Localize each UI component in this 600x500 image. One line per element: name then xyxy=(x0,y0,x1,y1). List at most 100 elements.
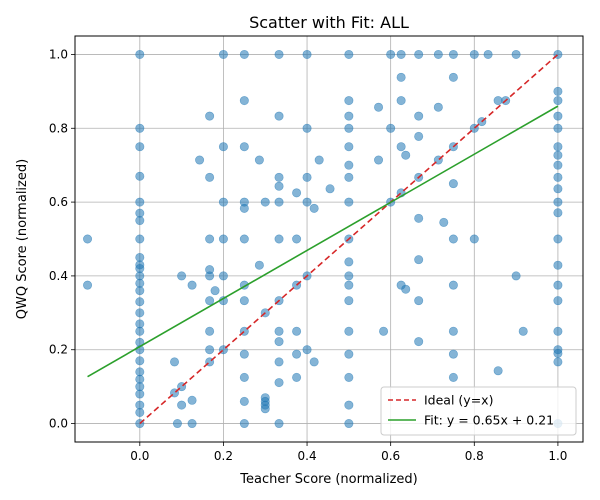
scatter-point xyxy=(302,197,312,207)
scatter-point xyxy=(379,326,389,336)
scatter-point xyxy=(553,260,563,270)
scatter-point xyxy=(205,111,215,121)
scatter-point xyxy=(135,142,145,152)
scatter-point xyxy=(274,181,284,191)
scatter-point xyxy=(135,123,145,133)
scatter-point xyxy=(218,142,228,152)
scatter-point xyxy=(135,297,145,307)
scatter-point xyxy=(344,349,354,359)
scatter-point xyxy=(218,234,228,244)
scatter-point xyxy=(292,326,302,336)
scatter-point xyxy=(239,396,249,406)
x-tick-label: 0.8 xyxy=(465,449,484,463)
scatter-point xyxy=(205,326,215,336)
scatter-point xyxy=(218,197,228,207)
scatter-point xyxy=(344,172,354,182)
scatter-point xyxy=(302,345,312,355)
scatter-point xyxy=(302,172,312,182)
y-tick-label: 1.0 xyxy=(49,47,68,61)
scatter-point xyxy=(553,150,563,160)
scatter-point xyxy=(374,155,384,165)
scatter-point xyxy=(309,357,319,367)
scatter-point xyxy=(274,234,284,244)
legend: Ideal (y=x) Fit: y = 0.65x + 0.21 xyxy=(380,386,577,436)
y-axis-title: QWQ Score (normalized) xyxy=(15,159,30,319)
scatter-point xyxy=(344,142,354,152)
scatter-point xyxy=(239,96,249,106)
scatter-point xyxy=(135,208,145,218)
scatter-point xyxy=(344,419,354,429)
scatter-point xyxy=(344,49,354,59)
scatter-point xyxy=(448,179,458,189)
scatter-point xyxy=(187,395,197,405)
scatter-point xyxy=(83,280,93,290)
scatter-point xyxy=(344,326,354,336)
scatter-point xyxy=(344,372,354,382)
y-tick-label: 0.2 xyxy=(49,343,68,357)
scatter-point xyxy=(448,49,458,59)
scatter-point xyxy=(553,357,563,367)
scatter-point xyxy=(83,234,93,244)
scatter-point xyxy=(344,123,354,133)
x-tick-label: 0.4 xyxy=(298,449,317,463)
scatter-point xyxy=(302,49,312,59)
fit-line xyxy=(87,105,559,378)
ideal-line xyxy=(139,53,559,425)
scatter-point xyxy=(239,372,249,382)
scatter-point xyxy=(553,86,563,96)
scatter-point xyxy=(239,419,249,429)
scatter-point xyxy=(396,142,406,152)
scatter-point xyxy=(448,234,458,244)
scatter-point xyxy=(414,131,424,141)
scatter-point xyxy=(274,419,284,429)
scatter-point xyxy=(374,102,384,112)
scatter-point xyxy=(553,296,563,306)
reference-lines xyxy=(87,53,559,425)
scatter-point xyxy=(170,357,180,367)
scatter-point xyxy=(205,234,215,244)
scatter-point xyxy=(135,367,145,377)
scatter-point xyxy=(493,366,503,376)
scatter-point xyxy=(187,419,197,429)
scatter-point xyxy=(254,260,264,270)
scatter-point xyxy=(274,326,284,336)
scatter-point xyxy=(344,280,354,290)
scatter-point xyxy=(401,284,411,294)
scatter-point xyxy=(344,271,354,281)
scatter-point xyxy=(433,49,443,59)
scatter-point xyxy=(187,280,197,290)
scatter-point xyxy=(386,49,396,59)
scatter-point xyxy=(553,234,563,244)
scatter-point xyxy=(274,111,284,121)
scatter-point xyxy=(205,172,215,182)
scatter-point xyxy=(553,197,563,207)
scatter-point xyxy=(493,96,503,106)
scatter-point xyxy=(135,171,145,181)
scatter-point xyxy=(511,49,521,59)
scatter-point xyxy=(448,280,458,290)
y-tick-label: 0.8 xyxy=(49,121,68,135)
scatter-point xyxy=(135,234,145,244)
scatter-point xyxy=(239,296,249,306)
scatter-point xyxy=(274,197,284,207)
scatter-point xyxy=(433,102,443,112)
scatter-point xyxy=(325,184,335,194)
scatter-point xyxy=(239,142,249,152)
scatter-point xyxy=(274,337,284,347)
scatter-point xyxy=(518,326,528,336)
scatter-point xyxy=(553,326,563,336)
legend-fit-label: Fit: y = 0.65x + 0.21 xyxy=(424,413,554,428)
scatter-point xyxy=(274,172,284,182)
scatter-point xyxy=(218,49,228,59)
scatter-point xyxy=(344,160,354,170)
legend-box xyxy=(380,386,577,436)
scatter-point xyxy=(553,142,563,152)
x-tick-label: 1.0 xyxy=(548,449,567,463)
scatter-point xyxy=(344,257,354,267)
scatter-point xyxy=(396,49,406,59)
y-tick-label: 0.0 xyxy=(49,417,68,431)
scatter-point xyxy=(218,271,228,281)
scatter-point xyxy=(135,308,145,318)
scatter-points xyxy=(83,49,563,429)
scatter-point xyxy=(292,234,302,244)
